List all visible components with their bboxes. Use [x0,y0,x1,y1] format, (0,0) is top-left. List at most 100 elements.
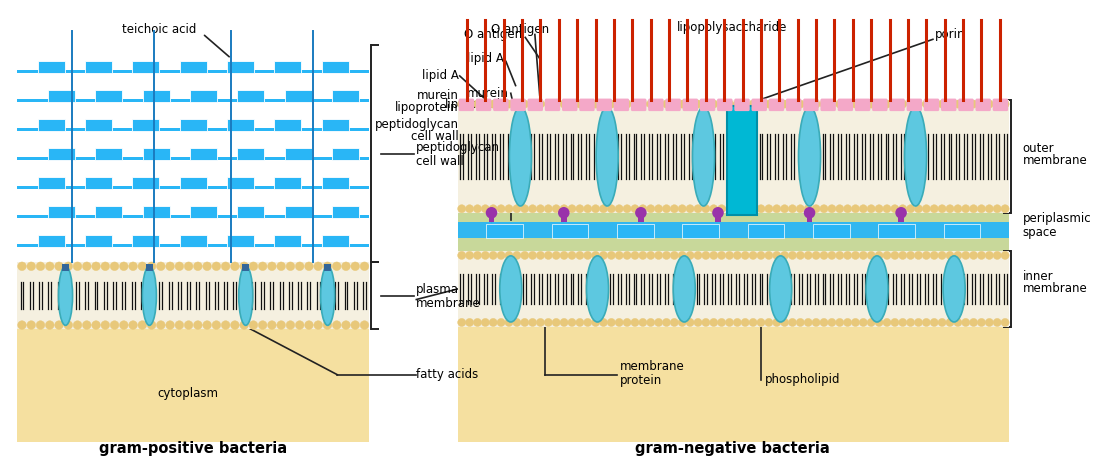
Circle shape [978,100,986,108]
Circle shape [584,318,591,326]
Circle shape [749,251,757,260]
Circle shape [978,251,986,260]
Circle shape [978,205,986,213]
Circle shape [111,262,119,270]
FancyBboxPatch shape [631,99,646,111]
Circle shape [835,251,844,260]
FancyBboxPatch shape [682,99,698,111]
FancyBboxPatch shape [528,99,543,111]
Text: teichoic acid: teichoic acid [122,23,196,36]
Circle shape [55,321,64,329]
Circle shape [323,262,332,270]
Circle shape [458,318,465,326]
Circle shape [781,251,788,260]
Circle shape [961,318,970,326]
Bar [189,148,217,160]
Text: O antigen: O antigen [492,23,550,36]
Circle shape [828,100,835,108]
Circle shape [725,251,734,260]
Circle shape [702,251,710,260]
Circle shape [993,251,1001,260]
Circle shape [820,251,828,260]
Circle shape [203,321,211,329]
Circle shape [497,251,505,260]
Circle shape [764,205,773,213]
Circle shape [867,100,875,108]
Circle shape [702,318,710,326]
Bar [748,224,784,238]
Circle shape [591,251,600,260]
Circle shape [212,321,221,329]
Circle shape [473,251,482,260]
Circle shape [930,205,938,213]
Circle shape [599,205,608,213]
Text: protein: protein [620,374,662,387]
Circle shape [796,205,805,213]
Bar [275,119,301,131]
Text: murein: murein [417,89,459,102]
Circle shape [623,205,631,213]
Circle shape [961,251,970,260]
Circle shape [119,321,128,329]
Circle shape [938,100,946,108]
Ellipse shape [943,256,965,322]
Circle shape [899,318,907,326]
Circle shape [749,318,757,326]
Bar [638,213,644,222]
Circle shape [835,318,844,326]
Circle shape [694,251,702,260]
Circle shape [804,318,812,326]
Circle shape [560,100,568,108]
Circle shape [111,321,119,329]
Circle shape [907,251,914,260]
Circle shape [258,262,267,270]
Ellipse shape [596,107,619,206]
Bar [18,215,369,218]
Circle shape [647,318,655,326]
Bar [95,148,123,160]
Circle shape [497,100,505,108]
Circle shape [843,100,852,108]
Circle shape [544,318,552,326]
Bar [18,329,369,442]
Circle shape [710,100,717,108]
Circle shape [907,205,914,213]
Ellipse shape [798,107,820,206]
Circle shape [662,205,670,213]
Circle shape [954,318,961,326]
Circle shape [781,100,788,108]
Ellipse shape [770,256,792,322]
FancyBboxPatch shape [838,99,853,111]
Circle shape [623,251,631,260]
Ellipse shape [587,256,609,322]
Circle shape [914,100,922,108]
Bar [458,222,1008,238]
Circle shape [773,251,781,260]
Bar [322,119,348,131]
FancyBboxPatch shape [820,99,835,111]
Circle shape [969,251,978,260]
Circle shape [267,262,276,270]
Circle shape [946,251,954,260]
Circle shape [828,251,835,260]
Circle shape [891,318,899,326]
Circle shape [734,251,741,260]
Circle shape [914,251,922,260]
FancyBboxPatch shape [786,99,802,111]
Circle shape [954,100,961,108]
Circle shape [55,262,64,270]
Circle shape [757,251,765,260]
Text: murein: murein [466,87,509,100]
Circle shape [342,321,350,329]
Bar [898,213,904,222]
Circle shape [922,100,931,108]
Circle shape [986,100,993,108]
Bar [180,177,207,189]
Circle shape [717,205,726,213]
Circle shape [529,100,537,108]
FancyBboxPatch shape [976,99,991,111]
Circle shape [82,321,91,329]
Circle shape [465,205,474,213]
Bar [561,213,567,222]
Ellipse shape [904,107,926,206]
